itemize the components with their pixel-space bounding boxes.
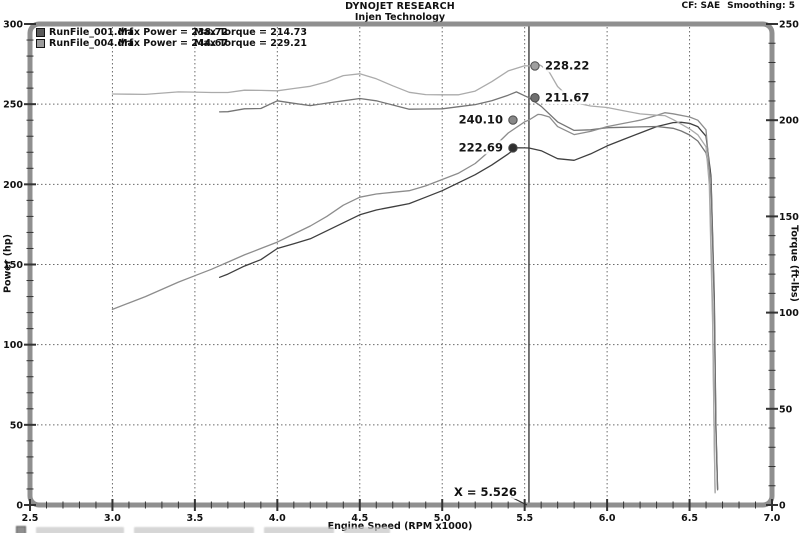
- cursor-marker-dot: [508, 143, 518, 153]
- x-tick-label: 4.0: [269, 513, 286, 524]
- correction-factor: CF: SAE: [681, 1, 721, 11]
- x-tick-label: 2.5: [22, 513, 39, 524]
- clipped-legend-swatch-icon: [16, 526, 26, 533]
- legend-max-power: Max Power = 238.72: [118, 27, 228, 38]
- rpm-axis-title: Engine Speed (RPM x1000): [327, 521, 473, 532]
- cursor-marker-dot: [530, 61, 540, 71]
- power-axis-title: Power (hp): [2, 234, 14, 293]
- x-tick-label: 6.0: [599, 513, 616, 524]
- power-tick-label: 50: [10, 420, 24, 431]
- x-tick-label: 6.5: [681, 513, 698, 524]
- clipped-legend-row: [16, 526, 390, 533]
- run-legend: RunFile_001.drf Max Power = 238.72 Max T…: [36, 27, 307, 49]
- dyno-curve: [111, 112, 716, 493]
- torque-tick-label: 200: [779, 116, 799, 127]
- x-tick-label: 7.0: [764, 513, 781, 524]
- cursor-value-torque-run004: 228.22: [542, 58, 592, 73]
- torque-axis-title: Torque (ft-lbs): [788, 225, 800, 302]
- power-tick-label: 200: [3, 180, 23, 191]
- torque-tick-label: 150: [779, 212, 799, 223]
- cursor-rpm-label: X = 5.526: [452, 485, 519, 499]
- power-tick-label: 0: [16, 501, 23, 512]
- runfile-004-swatch-icon: [36, 39, 45, 48]
- cursor-marker-dot: [530, 93, 540, 103]
- power-tick-label: 100: [3, 340, 23, 351]
- power-tick-label: 250: [3, 100, 23, 111]
- dyno-curve: [218, 91, 719, 491]
- x-tick-label: 5.0: [434, 513, 451, 524]
- power-tick-label: 300: [3, 20, 23, 31]
- x-tick-label: 5.5: [516, 513, 533, 524]
- torque-tick-label: 250: [779, 20, 799, 31]
- dyno-curve: [111, 63, 716, 494]
- brand-title: DYNOJET RESEARCH: [345, 1, 455, 12]
- legend-max-power: Max Power = 244.67: [118, 38, 228, 49]
- dyno-curve: [218, 121, 719, 490]
- legend-row-runfile-001[interactable]: RunFile_001.drf Max Power = 238.72 Max T…: [36, 27, 307, 38]
- torque-tick-label: 50: [779, 404, 793, 415]
- runfile-001-swatch-icon: [36, 28, 45, 37]
- x-tick-label: 3.0: [104, 513, 121, 524]
- legend-file-name: RunFile_001.drf: [49, 27, 134, 38]
- legend-max-torque: Max Torque = 214.73: [194, 27, 307, 38]
- x-tick-label: 4.5: [351, 513, 368, 524]
- cursor-value-torque-run001: 211.67: [542, 90, 592, 105]
- torque-tick-label: 0: [779, 501, 786, 512]
- cursor-value-power-run001: 222.69: [456, 140, 505, 155]
- smoothing-value: Smoothing: 5: [727, 1, 795, 11]
- legend-row-runfile-004[interactable]: RunFile_004.drf Max Power = 244.67 Max T…: [36, 38, 307, 49]
- cursor-value-power-run004: 240.10: [456, 112, 505, 127]
- cursor-marker-dot: [508, 115, 518, 125]
- legend-max-torque: Max Torque = 229.21: [194, 38, 307, 49]
- x-tick-label: 3.5: [186, 513, 203, 524]
- power-tick-label: 150: [3, 260, 23, 271]
- legend-file-name: RunFile_004.drf: [49, 38, 134, 49]
- correction-info: CF: SAE Smoothing: 5: [675, 1, 795, 11]
- chart-subtitle: Injen Technology: [354, 12, 446, 23]
- torque-tick-label: 100: [779, 308, 799, 319]
